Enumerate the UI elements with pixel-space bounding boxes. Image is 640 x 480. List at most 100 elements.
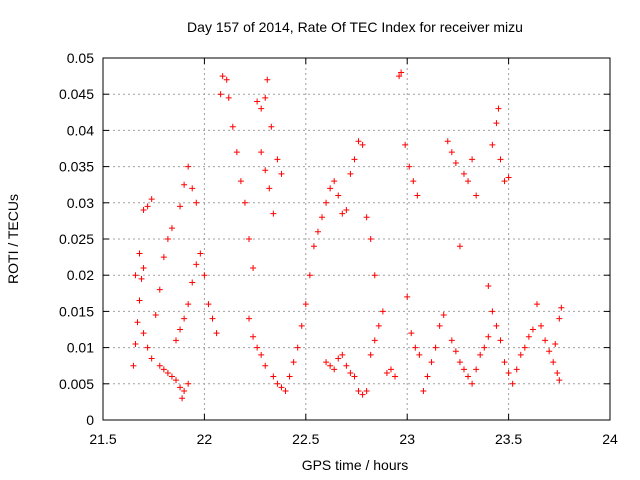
x-tick-label: 24	[602, 431, 618, 447]
data-point	[156, 362, 163, 369]
data-point	[432, 344, 439, 351]
data-point	[152, 312, 159, 319]
data-point	[469, 156, 476, 163]
data-point	[501, 359, 508, 366]
data-point	[258, 149, 265, 156]
data-point	[156, 286, 163, 293]
data-point	[355, 388, 362, 395]
y-tick-label: 0.03	[67, 195, 94, 211]
data-point	[371, 337, 378, 344]
data-point	[144, 203, 151, 210]
data-point	[497, 337, 504, 344]
data-point	[335, 192, 342, 199]
data-point	[448, 337, 455, 344]
data-point	[359, 391, 366, 398]
data-point	[452, 159, 459, 166]
x-tick-label: 22	[197, 431, 213, 447]
data-point	[223, 76, 230, 83]
data-point	[398, 69, 405, 76]
data-point	[138, 275, 145, 282]
y-tick-label: 0	[86, 412, 94, 428]
data-point	[278, 384, 285, 391]
data-point	[424, 373, 431, 380]
data-point	[521, 344, 528, 351]
data-point	[217, 91, 224, 98]
data-point	[168, 373, 175, 380]
data-point	[371, 272, 378, 279]
data-point	[181, 315, 188, 322]
data-point	[448, 149, 455, 156]
data-point	[310, 243, 317, 250]
data-point	[323, 199, 330, 206]
data-point	[185, 301, 192, 308]
data-point	[237, 178, 244, 185]
data-point	[173, 377, 180, 384]
y-tick-label: 0.04	[67, 122, 94, 138]
data-point	[351, 156, 358, 163]
data-point	[387, 366, 394, 373]
data-point	[246, 236, 253, 242]
data-point	[130, 362, 137, 369]
x-tick-label: 22.5	[292, 431, 319, 447]
data-point	[414, 192, 421, 199]
data-point	[213, 330, 220, 337]
data-point	[406, 163, 413, 170]
data-point	[205, 301, 212, 308]
data-point	[363, 388, 370, 395]
tick-labels: 21.5 22 22.5 23 23.5 24 0 0.005 0.01 0.015 0.02 0.0…	[59, 50, 618, 447]
data-point	[189, 279, 196, 286]
y-tick-label: 0.025	[59, 231, 94, 247]
data-point	[246, 315, 253, 322]
data-point	[132, 272, 139, 279]
data-point	[410, 178, 417, 185]
data-point	[189, 185, 196, 192]
data-point	[177, 384, 184, 391]
grid	[103, 58, 610, 420]
data-point	[168, 225, 175, 232]
x-tick-label: 21.5	[89, 431, 116, 447]
y-tick-label: 0.045	[59, 86, 94, 102]
data-point	[274, 380, 281, 387]
y-tick-label: 0.005	[59, 376, 94, 392]
data-point	[339, 210, 346, 217]
data-point	[351, 373, 358, 380]
data-point	[367, 236, 374, 242]
data-point	[173, 337, 180, 344]
data-point	[258, 351, 265, 358]
y-tick-label: 0.01	[67, 340, 94, 356]
data-point	[241, 199, 248, 206]
data-point	[250, 264, 257, 271]
data-point	[254, 344, 261, 351]
data-point	[383, 369, 390, 376]
data-point	[473, 366, 480, 373]
data-point	[347, 170, 354, 177]
data-point	[339, 351, 346, 358]
data-point	[493, 120, 500, 127]
data-point	[181, 388, 188, 395]
data-point	[556, 377, 563, 384]
data-point	[428, 359, 435, 366]
data-point	[314, 228, 321, 235]
data-point	[335, 355, 342, 362]
y-tick-label: 0.035	[59, 159, 94, 175]
data-point	[219, 73, 226, 80]
data-point	[420, 388, 427, 395]
data-point	[286, 373, 293, 380]
axis-ticks	[102, 57, 611, 421]
data-point	[363, 214, 370, 221]
data-point	[497, 156, 504, 163]
data-point	[229, 123, 236, 130]
data-point	[274, 156, 281, 163]
data-point	[160, 254, 167, 261]
data-point	[148, 355, 155, 362]
data-point	[327, 362, 334, 369]
data-point	[396, 73, 403, 80]
y-tick-label: 0.015	[59, 303, 94, 319]
data-point	[319, 214, 326, 221]
data-point	[347, 369, 354, 376]
data-point	[485, 333, 492, 340]
data-point	[302, 301, 309, 308]
data-point	[481, 344, 488, 351]
data-point	[408, 330, 415, 337]
data-point	[460, 366, 467, 373]
